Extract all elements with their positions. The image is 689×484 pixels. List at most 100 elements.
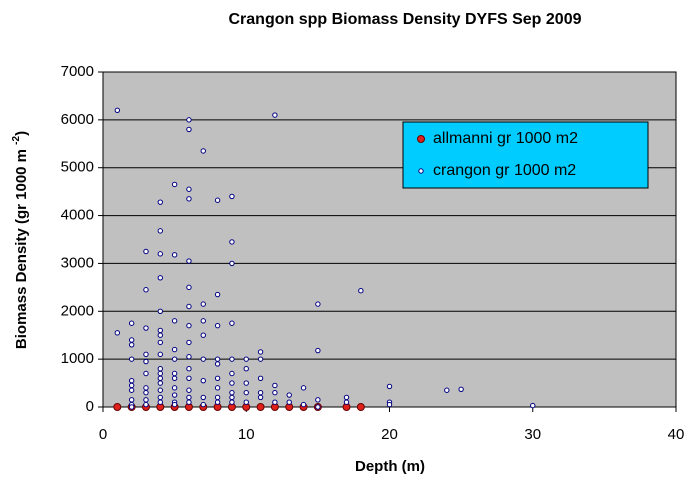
y-tick-label: 1000 — [61, 350, 94, 367]
data-point — [200, 377, 206, 384]
y-tick-label: 0 — [86, 398, 94, 415]
data-point — [243, 380, 249, 386]
data-point — [200, 394, 206, 401]
data-point — [143, 358, 149, 365]
data-point — [128, 342, 135, 348]
data-point — [186, 117, 192, 123]
data-point — [358, 288, 364, 294]
y-axis-label: Biomass Density (gr 1000 m -2) — [11, 131, 30, 349]
data-point — [229, 193, 235, 200]
legend-marker — [417, 135, 425, 143]
data-point — [286, 392, 292, 398]
data-point — [143, 287, 149, 293]
data-point — [186, 366, 192, 372]
data-point — [157, 380, 164, 386]
data-point — [386, 401, 393, 408]
data-point — [157, 199, 164, 205]
data-point — [214, 399, 221, 405]
data-point — [171, 356, 178, 362]
data-point — [214, 291, 221, 298]
data-point — [300, 401, 307, 408]
data-point — [143, 370, 149, 377]
data-point — [186, 322, 192, 329]
data-point — [214, 322, 221, 329]
y-label-text: Biomass Density (gr 1000 m — [13, 145, 30, 349]
data-point — [229, 380, 235, 386]
data-point — [186, 339, 192, 346]
data-point — [128, 337, 135, 343]
data-point — [171, 375, 178, 381]
data-point — [157, 366, 164, 372]
data-point — [229, 370, 235, 377]
data-point — [171, 401, 178, 408]
legend-label: allmanni gr 1000 m2 — [433, 130, 578, 147]
data-point — [143, 385, 149, 391]
data-point — [113, 403, 122, 411]
data-point — [214, 197, 221, 203]
data-point — [114, 330, 121, 336]
chart-title: Crangon spp Biomass Density DYFS Sep 200… — [229, 11, 582, 28]
data-point — [300, 385, 307, 391]
data-point — [186, 186, 192, 192]
data-point — [272, 399, 278, 405]
data-point — [157, 387, 164, 393]
data-point — [458, 386, 464, 392]
data-point — [143, 325, 149, 331]
data-point — [214, 394, 221, 401]
data-point — [114, 107, 121, 113]
y-tick-label: 7000 — [61, 63, 94, 80]
data-point — [128, 377, 135, 384]
data-point — [200, 356, 206, 362]
x-tick-label: 30 — [524, 426, 541, 443]
y-label-superscript: -2 — [11, 135, 22, 144]
y-tick-label: 4000 — [61, 207, 94, 224]
data-point — [171, 385, 178, 391]
data-point — [386, 383, 393, 390]
data-point — [214, 361, 221, 367]
data-point — [171, 392, 178, 398]
data-point — [171, 181, 178, 188]
data-point — [157, 375, 164, 381]
data-point — [157, 275, 164, 281]
y-label-text: ) — [13, 131, 30, 136]
legend-marker — [418, 168, 424, 174]
data-point — [214, 356, 221, 362]
data-point — [128, 320, 135, 326]
data-point — [257, 375, 264, 381]
data-point — [157, 351, 164, 358]
data-point — [243, 356, 249, 362]
data-point — [128, 382, 135, 389]
data-point — [157, 339, 164, 346]
data-point — [200, 332, 206, 338]
data-point — [143, 389, 149, 396]
y-tick-label: 5000 — [61, 159, 94, 176]
data-point — [257, 356, 264, 362]
x-tick-label: 10 — [238, 426, 255, 443]
y-tick-label: 6000 — [61, 111, 94, 128]
data-point — [315, 301, 321, 307]
data-point — [157, 394, 164, 401]
data-point — [128, 356, 135, 362]
data-point — [171, 252, 178, 258]
data-point — [128, 387, 135, 393]
data-point — [343, 394, 350, 401]
data-point — [229, 389, 235, 396]
data-point — [257, 349, 264, 355]
data-point — [229, 320, 235, 326]
x-tick-label: 0 — [99, 426, 107, 443]
data-point — [272, 112, 278, 118]
data-point — [143, 351, 149, 358]
data-point — [286, 399, 292, 405]
data-point — [315, 397, 321, 403]
data-point — [214, 375, 221, 381]
x-tick-label: 40 — [668, 426, 685, 443]
data-point — [186, 126, 192, 133]
data-point — [157, 251, 164, 257]
data-point — [157, 327, 164, 334]
data-point — [315, 404, 321, 410]
data-point — [186, 399, 192, 405]
data-point — [343, 399, 350, 405]
data-point — [200, 401, 206, 408]
data-point — [171, 346, 178, 353]
